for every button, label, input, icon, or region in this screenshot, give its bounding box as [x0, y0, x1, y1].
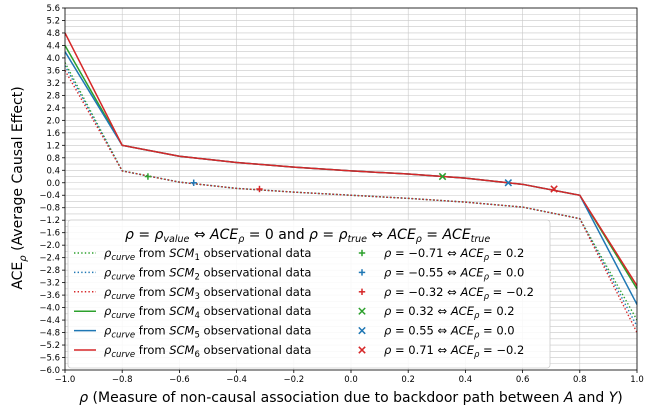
legend-label-scm4: ρcurve from SCM4 observational data — [104, 304, 311, 321]
marker-point — [438, 172, 447, 181]
y-tick-label: −1.6 — [39, 229, 60, 239]
markers — [144, 172, 558, 193]
series-line-scm6 — [65, 32, 637, 287]
x-tick-label: −0.8 — [112, 375, 133, 385]
y-tick-label: −5.6 — [39, 354, 60, 364]
x-tick-label: 0.6 — [516, 375, 530, 385]
y-tick-label: 5.6 — [46, 4, 60, 14]
marker-point — [504, 179, 513, 187]
y-tick-label: 0.8 — [46, 154, 60, 164]
y-tick-label: 4.0 — [46, 54, 60, 64]
legend-marker-label: ρ = 0.55 ⇔ ACEρ = 0.0 — [384, 324, 515, 341]
x-axis-label: ρ (Measure of non-causal association due… — [79, 390, 623, 406]
y-tick-label: 5.2 — [46, 16, 60, 26]
y-tick-label: 2.4 — [46, 104, 60, 114]
y-tick-label: 3.2 — [46, 79, 60, 89]
series-lines — [65, 32, 637, 333]
y-tick-label: −2.8 — [39, 266, 60, 276]
legend-label-scm5: ρcurve from SCM5 observational data — [104, 324, 311, 341]
y-tick-label: −5.2 — [39, 341, 60, 351]
legend-marker-label: ρ = −0.32 ⇔ ACEρ = −0.2 — [384, 285, 534, 302]
x-tick-label: 0.0 — [344, 375, 358, 385]
marker-point — [144, 173, 152, 180]
y-tick-label: −4.4 — [39, 316, 60, 326]
y-tick-label: −4.0 — [39, 304, 60, 314]
legend: ρ = ρvalue ⇔ ACEρ = 0 and ρ = ρtrue ⇔ AC… — [67, 219, 551, 369]
legend-marker-symbol — [358, 307, 366, 315]
y-tick-label: −3.2 — [39, 279, 60, 289]
plot-frame — [64, 7, 638, 371]
x-tick-label: 0.2 — [401, 375, 415, 385]
y-tick-label: 1.6 — [46, 129, 60, 139]
y-tick-label: −0.8 — [39, 204, 60, 214]
x-tick-label: −1.0 — [55, 375, 76, 385]
y-tick-label: 2.0 — [46, 116, 60, 126]
legend-label-scm1: ρcurve from SCM1 observational data — [104, 246, 311, 263]
marker-point — [256, 185, 263, 193]
y-axis-ticks: 5.6 5.2 4.8 4.4 4.0 3.6 3.2 2.8 2.4 2.0 1.6 1.2 0.8 0… — [39, 4, 65, 376]
x-tick-label: 0.4 — [459, 375, 473, 385]
marker-point — [550, 185, 558, 193]
legend-marker-symbol — [358, 269, 366, 276]
legend-marker-symbol — [358, 288, 366, 295]
y-tick-label: −1.2 — [39, 216, 60, 226]
y-tick-label: −2.4 — [39, 254, 60, 264]
legend-marker-symbol — [358, 249, 366, 257]
legend-marker-label: ρ = −0.71 ⇔ ACEρ = 0.2 — [384, 246, 524, 263]
legend-label-scm3: ρcurve from SCM3 observational data — [104, 285, 311, 302]
y-tick-label: 3.6 — [46, 66, 60, 76]
legend-marker-label: ρ = −0.55 ⇔ ACEρ = 0.0 — [384, 265, 524, 282]
legend-label-scm2: ρcurve from SCM2 observational data — [104, 265, 311, 282]
y-tick-label: −3.6 — [39, 291, 60, 301]
y-tick-label: 2.8 — [46, 91, 60, 101]
marker-point — [190, 179, 197, 186]
y-tick-label: 1.2 — [46, 141, 60, 151]
legend-marker-symbol — [358, 346, 366, 354]
x-tick-label: 1.0 — [630, 375, 644, 385]
y-tick-label: 4.8 — [46, 29, 60, 39]
series-line-scm3 — [65, 70, 637, 333]
y-tick-label: 0.0 — [46, 179, 60, 189]
x-tick-label: −0.2 — [283, 375, 304, 385]
legend-marker-entries: ρ = −0.71 ⇔ ACEρ = 0.2 ρ = −0.55 ⇔ ACEρ =… — [358, 246, 534, 360]
x-tick-label: 0.8 — [573, 375, 587, 385]
y-tick-label: 4.4 — [46, 41, 60, 51]
x-axis-ticks: −1.0 −0.8 −0.6 −0.4 −0.2 0.0 0.2 0.4 0.6 0.8 1.0 — [55, 370, 644, 385]
y-tick-label: −0.4 — [39, 191, 60, 201]
y-axis-label: ACEρ (Average Causal Effect) — [10, 86, 29, 289]
legend-series-entries: ρcurve from SCM1 observational data ρcurv… — [74, 246, 311, 360]
legend-marker-symbol — [358, 326, 366, 335]
y-tick-label: −6.0 — [39, 366, 60, 376]
y-tick-label: −4.8 — [39, 329, 60, 339]
legend-box — [67, 219, 551, 369]
x-tick-label: −0.6 — [169, 375, 190, 385]
legend-marker-label: ρ = 0.71 ⇔ ACEρ = −0.2 — [384, 343, 524, 360]
y-tick-label: 0.4 — [46, 166, 60, 176]
legend-marker-label: ρ = 0.32 ⇔ ACEρ = 0.2 — [384, 304, 515, 321]
y-tick-label: −2.0 — [39, 241, 60, 251]
legend-label-scm6: ρcurve from SCM6 observational data — [104, 343, 311, 360]
legend-title: ρ = ρvalue ⇔ ACEρ = 0 and ρ = ρtrue ⇔ AC… — [125, 227, 490, 245]
x-tick-label: −0.4 — [226, 375, 247, 385]
